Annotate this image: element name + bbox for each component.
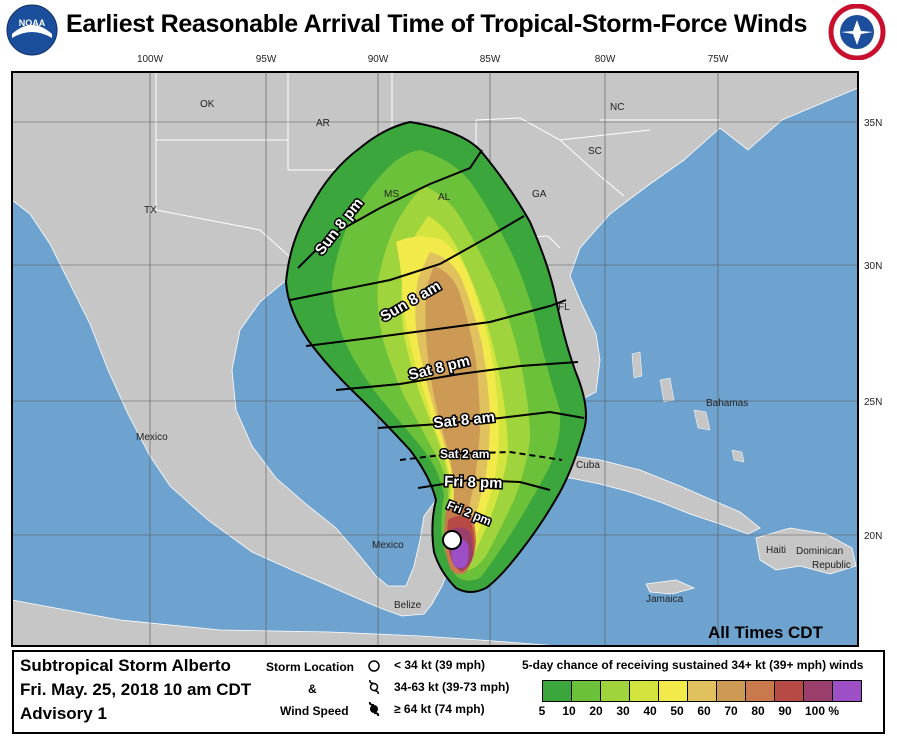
lat-label-25n: 25N	[864, 397, 882, 408]
key-label-ampersand: &	[308, 682, 317, 696]
region-label-jamaica: Jamaica	[646, 594, 684, 605]
scale-label-1: 10	[562, 704, 576, 718]
scale-swatch-5	[687, 680, 717, 702]
arrival-lines	[289, 149, 585, 491]
scale-swatch-7	[745, 680, 775, 702]
scale-swatch-8	[774, 680, 804, 702]
map: 100W 95W 90W 85W 80W 75W 35N 30N 25N 20N…	[11, 54, 882, 647]
probability-cone	[284, 120, 587, 593]
probability-scale-title: 5-day chance of receiving sustained 34+ …	[522, 658, 864, 672]
scale-label-4: 40	[643, 704, 657, 718]
scale-label-8: 80	[751, 704, 765, 718]
lon-label-100w: 100W	[137, 54, 164, 65]
noaa-logo: NOAA	[6, 4, 58, 56]
land-hispaniola	[755, 527, 857, 575]
region-label-al: AL	[438, 192, 451, 203]
scale-label-10: 100 %	[804, 704, 840, 718]
region-label-belize: Belize	[394, 600, 422, 611]
cone-60pct	[425, 266, 480, 541]
region-label-dominican-2: Republic	[812, 560, 851, 571]
region-label-ok: OK	[200, 99, 215, 110]
region-label-nc: NC	[610, 102, 624, 113]
region-label-dominican-1: Dominican	[796, 546, 843, 557]
arrival-label-sat-2am: Sat 2 am	[440, 447, 489, 461]
region-label-sc: SC	[588, 146, 602, 157]
scale-swatch-2	[600, 680, 630, 702]
key-item-hurricane: ≥ 64 kt (74 mph)	[394, 702, 485, 716]
noaa-logo-text: NOAA	[19, 18, 46, 28]
lat-label-20n: 20N	[864, 531, 882, 542]
scale-label-2: 20	[589, 704, 603, 718]
lon-label-80w: 80W	[595, 54, 616, 65]
scale-swatch-1	[571, 680, 601, 702]
lat-label-35n: 35N	[864, 118, 882, 129]
key-item-tropical-storm: 34-63 kt (39-73 mph)	[394, 680, 510, 694]
lon-label-85w: 85W	[480, 54, 501, 65]
land-bahamas	[631, 351, 745, 463]
scale-label-6: 60	[697, 704, 711, 718]
tropical-storm-icon	[369, 680, 379, 694]
storm-location-marker	[442, 530, 462, 550]
scale-swatch-9	[803, 680, 833, 702]
scale-swatch-0	[542, 680, 572, 702]
region-label-ms: MS	[384, 189, 399, 200]
map-frame	[11, 71, 859, 647]
lon-label-75w: 75W	[708, 54, 729, 65]
all-times-label: All Times CDT	[708, 623, 824, 642]
advisory-number: Advisory 1	[20, 704, 107, 723]
region-label-haiti: Haiti	[766, 545, 786, 556]
hurricane-icon	[368, 702, 380, 716]
scale-swatch-4	[658, 680, 688, 702]
arrival-label-fri-8pm: Fri 8 pm	[444, 473, 503, 492]
open-circle-icon	[368, 660, 380, 672]
scale-label-0: 5	[538, 704, 546, 718]
page-title: Earliest Reasonable Arrival Time of Trop…	[66, 10, 808, 38]
scale-label-7: 70	[724, 704, 738, 718]
region-label-tx: TX	[144, 205, 157, 216]
region-label-bahamas: Bahamas	[706, 398, 748, 409]
header: NOAA Earliest Reasonable Arrival Time of…	[0, 0, 897, 72]
land-jamaica	[645, 579, 696, 595]
scale-label-5: 50	[670, 704, 684, 718]
nws-logo	[828, 4, 886, 60]
region-label-fl: FL	[558, 302, 570, 313]
region-label-mexico-yucatan: Mexico	[372, 540, 404, 551]
legend: Subtropical Storm Alberto Fri. May. 25, …	[12, 650, 885, 734]
scale-swatch-3	[629, 680, 659, 702]
region-label-ga: GA	[532, 189, 547, 200]
key-item-weak: < 34 kt (39 mph)	[394, 658, 486, 672]
probability-color-scale	[542, 680, 862, 702]
probability-scale-labels: 5 10 20 30 40 50 60 70 80 90 100 %	[538, 704, 872, 722]
region-label-mexico-main: Mexico	[136, 432, 168, 443]
lat-label-30n: 30N	[864, 261, 882, 272]
scale-label-9: 90	[778, 704, 792, 718]
scale-label-3: 30	[616, 704, 630, 718]
scale-swatch-6	[716, 680, 746, 702]
key-label-wind-speed: Wind Speed	[280, 704, 349, 718]
land-north-america	[11, 71, 859, 617]
region-label-ar: AR	[316, 118, 330, 129]
key-label-storm-location: Storm Location	[266, 660, 355, 674]
lon-label-95w: 95W	[256, 54, 277, 65]
scale-swatch-10	[832, 680, 862, 702]
storm-datetime: Fri. May. 25, 2018 10 am CDT	[20, 680, 252, 699]
storm-name: Subtropical Storm Alberto	[20, 656, 231, 675]
lon-label-90w: 90W	[368, 54, 389, 65]
region-label-cuba: Cuba	[576, 460, 600, 471]
